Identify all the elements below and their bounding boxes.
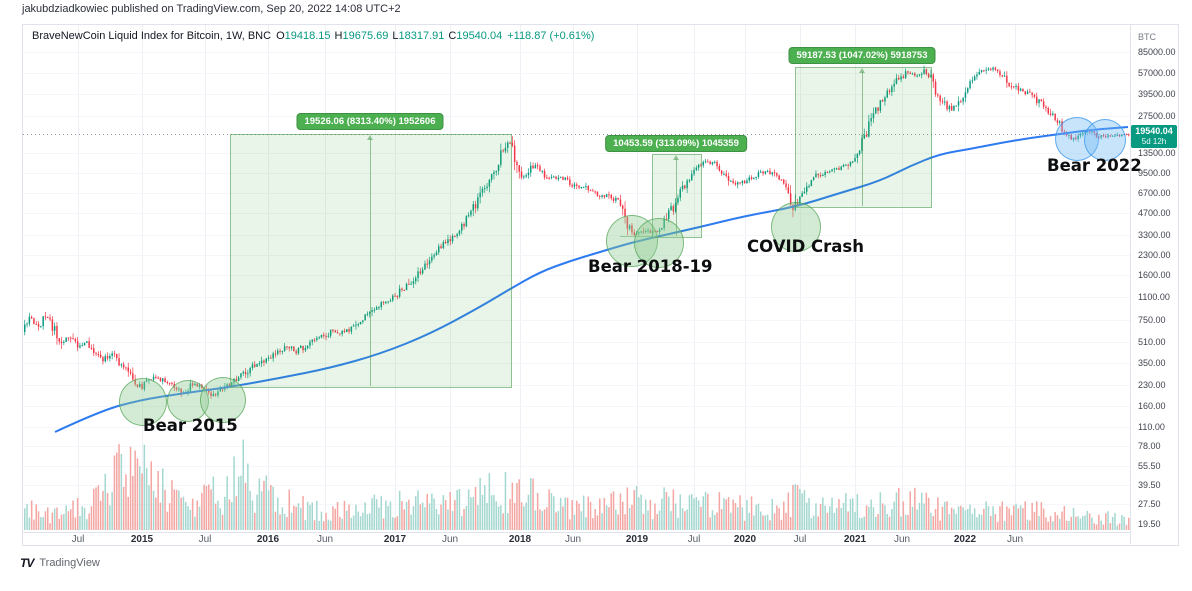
- chart-frame: [22, 24, 1179, 546]
- last-price-value: 19540.04: [1135, 126, 1173, 136]
- legend: BraveNewCoin Liquid Index for Bitcoin, 1…: [32, 30, 594, 42]
- price-tick: 3300.00: [1138, 230, 1171, 240]
- time-label: 2018: [508, 534, 532, 545]
- ohlc-label: L: [392, 30, 399, 42]
- time-label: Jun: [893, 534, 911, 545]
- ohlc-label: O: [276, 30, 285, 42]
- time-label: Jul: [687, 534, 701, 545]
- time-axis-separator: [22, 532, 1130, 533]
- range-midline: [370, 139, 371, 386]
- range-label[interactable]: 59187.53 (1047.02%) 5918753: [788, 47, 936, 64]
- time-label: Jun: [441, 534, 459, 545]
- price-tick: 1600.00: [1138, 270, 1171, 280]
- price-tick: 13500.00: [1138, 148, 1176, 158]
- time-label: Jun: [564, 534, 582, 545]
- ohlc-value: 19418.15: [284, 30, 331, 42]
- range-label[interactable]: 10453.59 (313.09%) 1045359: [605, 135, 747, 152]
- ellipse-annotation[interactable]: [119, 378, 167, 426]
- ohlc-label: C: [448, 30, 457, 42]
- ellipse-annotation[interactable]: [634, 218, 684, 268]
- tradingview-wordmark: TradingView: [39, 557, 100, 569]
- ellipse-annotation[interactable]: [200, 377, 246, 423]
- annotation-text[interactable]: COVID Crash: [747, 237, 864, 256]
- annotation-text[interactable]: Bear 2018-19: [588, 257, 713, 276]
- time-label: Jun: [1006, 534, 1024, 545]
- time-label: 2017: [383, 534, 407, 545]
- price-tick: 160.00: [1138, 401, 1166, 411]
- annotation-text[interactable]: Bear 2015: [143, 416, 238, 435]
- price-tick: 85000.00: [1138, 47, 1176, 57]
- legend-change: +118.87 (+0.61%): [507, 30, 595, 42]
- range-midline: [676, 159, 677, 236]
- price-tick: 6700.00: [1138, 188, 1171, 198]
- range-box[interactable]: [230, 134, 512, 388]
- ohlc-value: 19540.04: [456, 30, 503, 42]
- time-label: Jul: [71, 534, 85, 545]
- range-arrow-icon: [859, 68, 865, 73]
- time-axis[interactable]: Jul 2015 Jul 2016 Jun 2017 Jun 2018 Jun 2019 Jul 20…: [22, 533, 1130, 547]
- range-arrow-icon: [367, 135, 373, 140]
- legend-ohlc: O19418.15 H19675.69 L18317.91 C19540.04: [276, 30, 502, 42]
- annotation-text[interactable]: Bear 2022: [1047, 156, 1142, 175]
- price-axis-unit: BTC: [1138, 32, 1156, 42]
- time-label: Jun: [316, 534, 334, 545]
- time-label: 2016: [256, 534, 280, 545]
- price-tick: 2300.00: [1138, 250, 1171, 260]
- price-tick: 750.00: [1138, 315, 1166, 325]
- ellipse-annotation[interactable]: [1084, 119, 1126, 161]
- time-label: 2020: [733, 534, 757, 545]
- range-arrow-icon: [673, 155, 679, 160]
- time-label: 2019: [625, 534, 649, 545]
- price-tick: 27.50: [1138, 499, 1161, 509]
- price-axis-separator: [1130, 24, 1131, 544]
- time-label: Jul: [198, 534, 212, 545]
- range-box[interactable]: [795, 67, 932, 208]
- ellipse-annotation[interactable]: [771, 202, 821, 252]
- ohlc-label: H: [334, 30, 343, 42]
- range-midline: [862, 72, 863, 206]
- price-tick: 19.50: [1138, 519, 1161, 529]
- ohlc-value: 19675.69: [342, 30, 389, 42]
- tradingview-logo[interactable]: TV TradingView: [20, 556, 100, 570]
- price-tick: 78.00: [1138, 441, 1161, 451]
- time-label: 2015: [130, 534, 154, 545]
- time-label: 2021: [843, 534, 867, 545]
- range-label[interactable]: 19526.06 (8313.40%) 1952606: [296, 113, 444, 130]
- price-axis[interactable]: BTC 19540.04 5d 12h 85000.00 57000.00 3950…: [1131, 24, 1177, 532]
- price-tick: 39.50: [1138, 480, 1161, 490]
- price-tick: 57000.00: [1138, 68, 1176, 78]
- ohlc-value: 18317.91: [398, 30, 445, 42]
- price-tick: 4700.00: [1138, 208, 1171, 218]
- legend-symbol[interactable]: BraveNewCoin Liquid Index for Bitcoin, 1…: [32, 30, 272, 42]
- time-label: 2022: [953, 534, 977, 545]
- price-tick: 230.00: [1138, 380, 1166, 390]
- tradingview-logo-icon: TV: [20, 556, 34, 570]
- price-tick: 510.00: [1138, 337, 1166, 347]
- price-tick: 55.50: [1138, 461, 1161, 471]
- price-tick: 350.00: [1138, 358, 1166, 368]
- last-price-countdown: 5d 12h: [1141, 137, 1167, 146]
- price-tick: 27500.00: [1138, 111, 1176, 121]
- time-label: Jul: [793, 534, 807, 545]
- price-tick: 1100.00: [1138, 292, 1170, 302]
- price-tick: 110.00: [1138, 422, 1165, 432]
- price-tick: 39500.00: [1138, 89, 1176, 99]
- last-price-badge: 19540.04 5d 12h: [1131, 125, 1177, 148]
- price-tick: 9500.00: [1138, 168, 1171, 178]
